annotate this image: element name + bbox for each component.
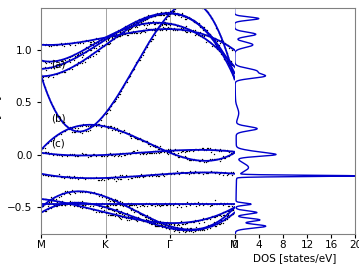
Text: (c): (c) <box>51 139 65 149</box>
Y-axis label: E-E$_F$ [eV]: E-E$_F$ [eV] <box>0 96 4 146</box>
Text: (b): (b) <box>51 114 66 124</box>
Text: (a): (a) <box>51 60 65 70</box>
X-axis label: DOS [states/eV]: DOS [states/eV] <box>253 253 337 263</box>
